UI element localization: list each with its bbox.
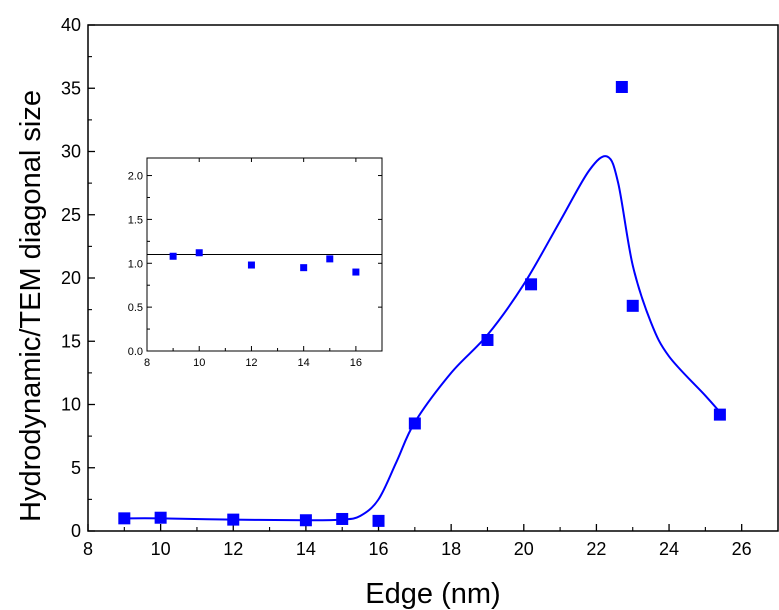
y-axis-label: Hydrodynamic/TEM diagonal size — [15, 90, 47, 522]
x-tick-label: 10 — [151, 539, 171, 559]
data-point — [481, 333, 494, 346]
y-tick-label: 20 — [61, 268, 81, 288]
data-point — [154, 511, 167, 524]
main-data-points — [118, 80, 726, 527]
data-point — [299, 514, 312, 527]
inset-data-point — [195, 249, 203, 257]
inset-data-point — [326, 255, 334, 263]
inset-x-tick-label: 14 — [298, 357, 310, 369]
inset-data-points — [169, 249, 360, 276]
inset-x-tick-label: 16 — [350, 357, 362, 369]
main-axes: 8 10 12 14 16 18 20 22 24 26 0 5 10 15 20 25 30 35 40 — [61, 15, 752, 559]
inset-y-tick-label: 1.5 — [128, 214, 143, 226]
x-tick-label: 24 — [659, 539, 679, 559]
data-point — [525, 278, 538, 291]
inset-y-tick-label: 0.5 — [128, 302, 143, 314]
y-tick-label: 0 — [71, 521, 81, 541]
data-point — [227, 513, 240, 526]
inset-y-tick-label: 0.0 — [128, 346, 143, 358]
inset-y-tick-label: 1.0 — [128, 258, 143, 270]
y-tick-label: 10 — [61, 395, 81, 415]
data-point — [118, 512, 131, 525]
y-tick-label: 30 — [61, 142, 81, 162]
x-tick-label: 22 — [586, 539, 606, 559]
data-point — [626, 299, 639, 312]
x-axis-label: Edge (nm) — [365, 578, 500, 610]
inset-data-point — [300, 264, 308, 272]
inset-data-point — [247, 261, 255, 269]
data-point — [615, 80, 628, 93]
inset-data-point — [169, 252, 177, 260]
inset-frame — [146, 157, 383, 352]
data-point — [336, 512, 349, 525]
x-tick-label: 14 — [296, 539, 316, 559]
x-tick-label: 8 — [83, 539, 93, 559]
inset-y-tick-label: 2.0 — [128, 171, 143, 183]
x-tick-label: 18 — [441, 539, 461, 559]
data-point — [408, 417, 421, 430]
inset-x-tick-label: 12 — [245, 357, 257, 369]
y-tick-label: 5 — [71, 458, 81, 478]
inset-data-point — [352, 268, 360, 276]
data-point — [713, 408, 726, 421]
y-tick-label: 40 — [61, 15, 81, 35]
data-point — [372, 514, 385, 527]
x-tick-label: 26 — [732, 539, 752, 559]
x-tick-label: 20 — [514, 539, 534, 559]
x-tick-label: 16 — [369, 539, 389, 559]
y-tick-label: 15 — [61, 331, 81, 351]
inset-x-tick-label: 10 — [193, 357, 205, 369]
y-tick-label: 25 — [61, 205, 81, 225]
y-tick-label: 35 — [61, 78, 81, 98]
x-tick-label: 12 — [223, 539, 243, 559]
inset-x-tick-label: 8 — [144, 357, 150, 369]
